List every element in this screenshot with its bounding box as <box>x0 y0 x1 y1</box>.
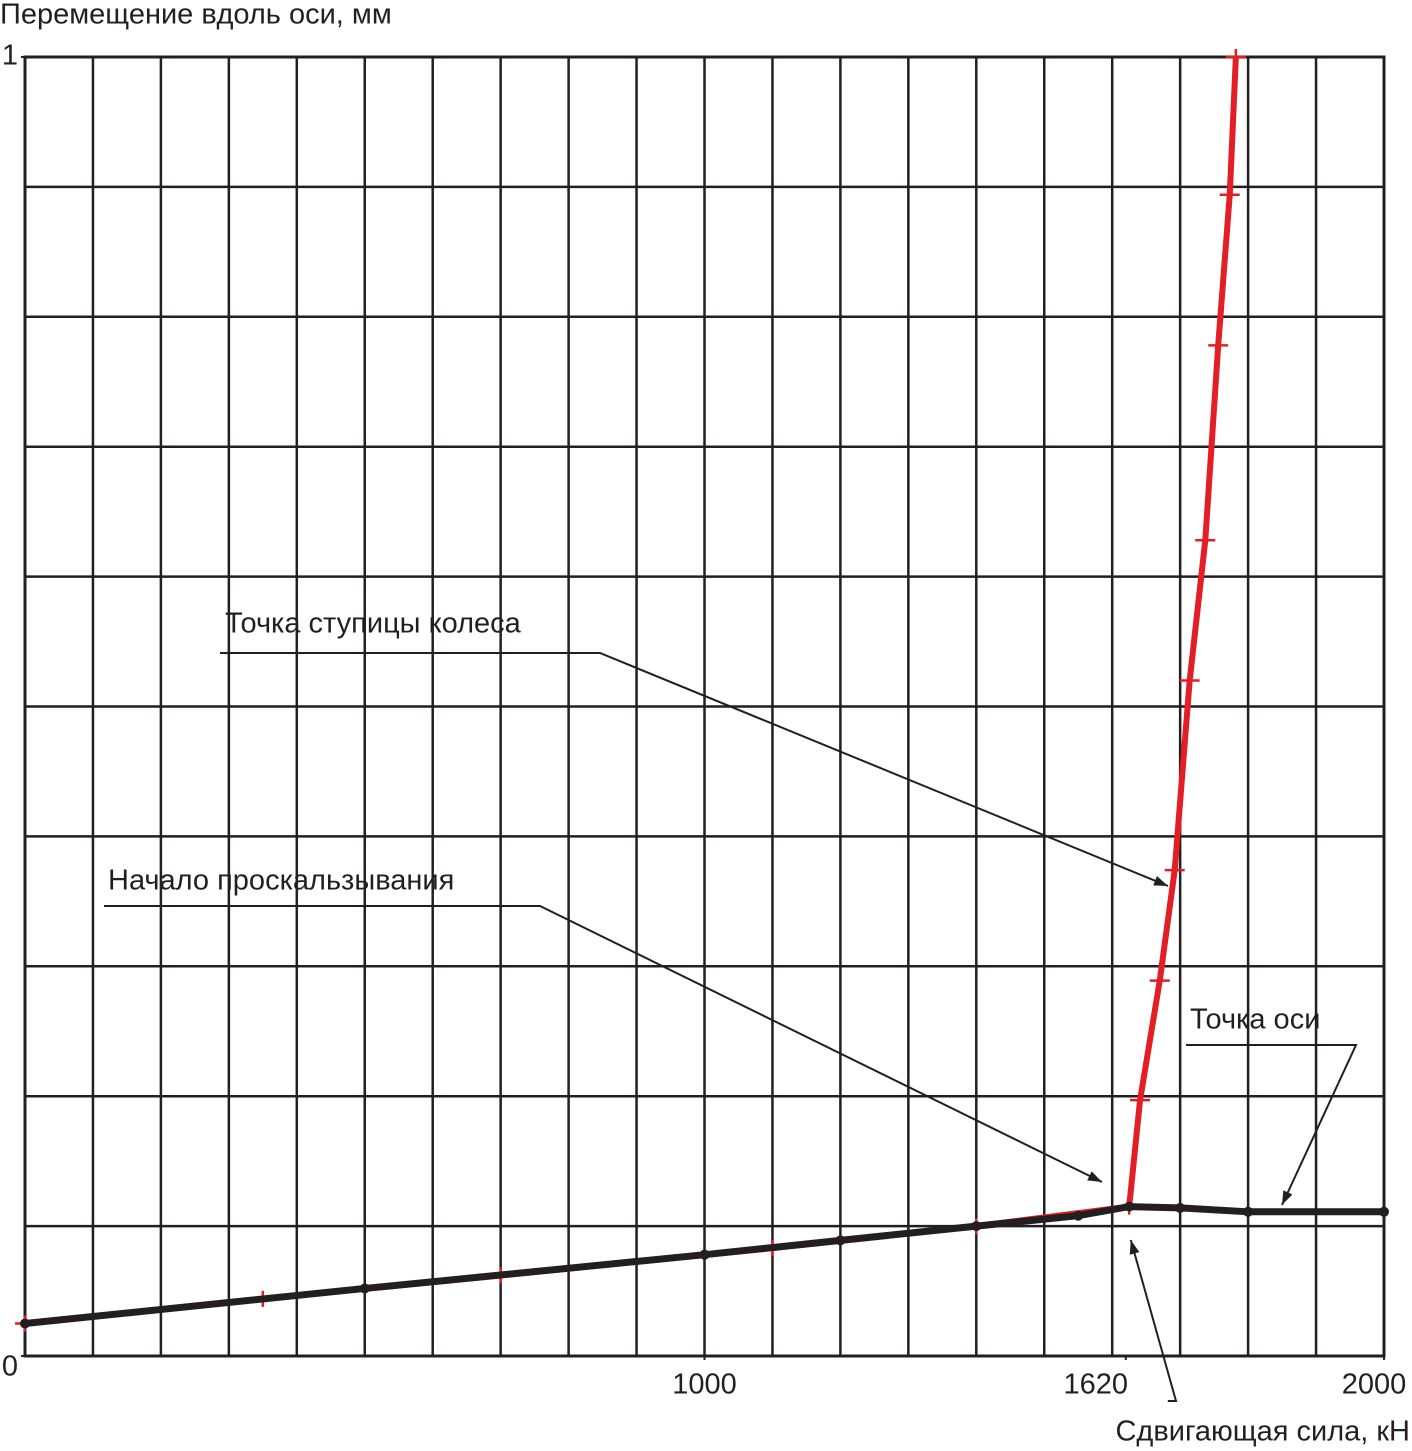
marker <box>20 1318 30 1329</box>
annotation: Начало проскальзывания <box>108 865 454 897</box>
marker <box>1164 862 1185 879</box>
marker <box>835 1235 846 1246</box>
callout-line <box>1129 1239 1178 1402</box>
x-tick-label: 1000 <box>672 1369 737 1401</box>
annotation: Точка ступицы колеса <box>225 608 522 640</box>
marker <box>1175 1202 1186 1213</box>
marker <box>1124 1201 1135 1212</box>
chart-title: Перемещение вдоль оси, мм <box>0 0 392 31</box>
marker <box>1225 49 1246 65</box>
annotation-arrow <box>1186 1044 1358 1206</box>
annotation-arrow <box>220 652 1169 887</box>
marker <box>1179 672 1200 689</box>
marker <box>1208 337 1229 354</box>
y-tick-label: 1 <box>2 40 18 72</box>
x-tick-label: 1620 <box>1064 1369 1129 1401</box>
x-tick-label: 2000 <box>1342 1369 1407 1401</box>
series-line <box>24 1203 1384 1328</box>
x-axis-label: Сдвигающая сила, кН <box>1115 1416 1410 1448</box>
marker <box>1243 1206 1254 1217</box>
marker <box>1073 1210 1084 1221</box>
marker <box>1130 1092 1151 1109</box>
y-tick-label: 0 <box>2 1351 18 1383</box>
marker <box>1379 1206 1389 1217</box>
marker <box>1195 532 1216 549</box>
marker <box>359 1283 370 1294</box>
marker <box>1219 186 1240 203</box>
marker <box>971 1221 982 1232</box>
marker <box>1149 972 1170 989</box>
annotation: Точка оси <box>1190 1004 1320 1036</box>
marker <box>699 1249 710 1260</box>
series-line <box>24 56 1239 1327</box>
annotation-arrow <box>104 905 1103 1183</box>
